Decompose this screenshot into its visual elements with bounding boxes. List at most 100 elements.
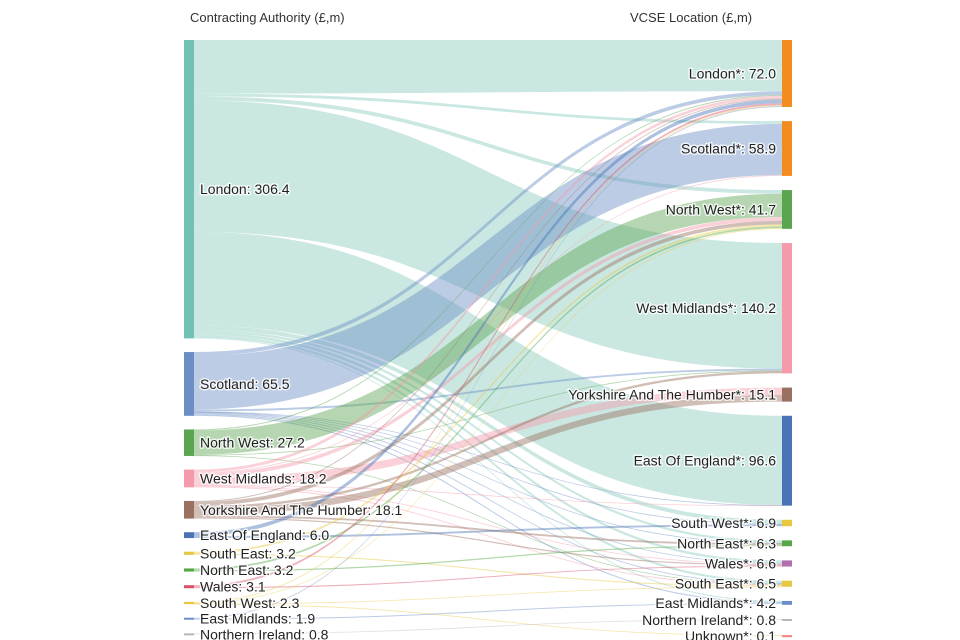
source-node-south_east [184,551,194,555]
link-scotland-to-wales [194,412,782,564]
link-london-to-scotland [194,93,782,124]
source-node-east_midlands [184,617,194,620]
target-node-wales [782,560,792,567]
target-node-south_west [782,519,792,527]
target-node-northern_ireland [782,618,792,621]
target-label-east_midlands: East Midlands*: 4.2 [655,595,776,611]
target-label-halo-south_west: South West*: 6.9 [671,515,776,531]
source-label-yorkshire: Yorkshire And The Humber: 18.1 [200,502,403,518]
source-label-north_west: North West: 27.2 [200,435,305,451]
link-london-to-west_midlands [194,100,782,369]
target-label-halo-north_west: North West*: 41.7 [666,201,776,217]
source-label-halo-northern_ireland: Northern Ireland: 0.8 [200,626,329,640]
target-label-halo-yorkshire: Yorkshire And The Humber*: 15.1 [568,387,776,403]
target-label-south_west: South West*: 6.9 [671,515,776,531]
link-yorkshire-to-north_west [194,220,782,506]
target-label-halo-east_midlands: East Midlands*: 4.2 [655,595,776,611]
target-label-unknown: Unknown*: 0.1 [685,628,776,640]
link-scotland-to-north_east [194,412,782,544]
target-label-north_west: North West*: 41.7 [666,201,776,217]
link-west_midlands-to-london [194,95,782,473]
link-yorkshire-to-west_midlands [194,370,782,509]
link-scotland-to-south_east [194,413,782,584]
target-label-east_of_england: East Of England*: 96.6 [634,453,777,469]
source-label-halo-scotland: Scotland: 65.5 [200,376,290,392]
target-label-halo-east_of_england: East Of England*: 96.6 [634,453,777,469]
source-node-yorkshire [184,500,194,519]
source-node-northern_ireland [184,633,194,636]
link-london-to-wales [194,332,782,563]
link-london-to-north_west [194,96,782,194]
link-north_west-to-south_east [194,455,782,585]
link-london-to-south_east [194,334,782,584]
link-london-to-east_of_england [194,231,782,506]
link-north_west-to-london [194,94,782,431]
source-label-halo-wales: Wales: 3.1 [200,579,266,595]
link-yorkshire-to-wales [194,517,782,566]
source-label-south_east: South East: 3.2 [200,545,296,561]
target-node-north_west [782,190,792,229]
target-label-scotland: Scotland*: 58.9 [681,141,776,157]
target-label-halo-wales: Wales*: 6.6 [705,555,776,571]
link-west_midlands-to-north_west [194,217,782,478]
link-west_midlands-to-wales [194,485,782,565]
link-scotland-to-east_of_england [194,411,782,506]
target-label-northern_ireland: Northern Ireland*: 0.8 [642,612,776,628]
source-node-east_of_england [184,532,194,539]
source-label-halo-yorkshire: Yorkshire And The Humber: 18.1 [200,502,403,518]
source-label-halo-south_east: South East: 3.2 [200,545,296,561]
target-node-north_east [782,540,792,547]
source-label-south_west: South West: 2.3 [200,595,300,611]
source-node-wales [184,585,194,589]
link-north_east-to-north_west [194,226,782,571]
source-label-east_midlands: East Midlands: 1.9 [200,611,315,627]
link-wales-to-wales [194,565,782,589]
link-south_west-to-south_east [194,586,782,605]
link-north_west-to-north_west [194,193,782,455]
source-label-west_midlands: West Midlands: 18.2 [200,470,327,486]
target-label-halo-south_east: South East*: 6.5 [675,576,776,592]
source-label-london: London: 306.4 [200,181,290,197]
target-label-west_midlands: West Midlands*: 140.2 [636,300,776,316]
source-node-west_midlands [184,469,194,488]
link-east_midlands-to-east_midlands [194,603,782,620]
target-node-unknown [782,635,792,638]
target-label-south_east: South East*: 6.5 [675,576,776,592]
source-label-halo-east_of_england: East Of England: 6.0 [200,527,329,543]
target-label-london: London*: 72.0 [689,65,776,81]
link-northern_ireland-to-northern_ireland [194,618,782,635]
link-north_west-to-west_midlands [194,370,782,456]
source-label-northern_ireland: Northern Ireland: 0.8 [200,626,329,640]
target-node-west_midlands [782,243,792,374]
source-label-halo-south_west: South West: 2.3 [200,595,300,611]
target-label-halo-west_midlands: West Midlands*: 140.2 [636,300,776,316]
source-node-north_west [184,429,194,456]
source-label-halo-east_midlands: East Midlands: 1.9 [200,611,315,627]
link-scotland-to-london [194,91,782,356]
target-label-halo-scotland: Scotland*: 58.9 [681,141,776,157]
target-label-yorkshire: Yorkshire And The Humber*: 15.1 [568,387,776,403]
target-node-london [782,40,792,107]
link-east_of_england-to-south_west [194,524,782,539]
source-label-halo-north_east: North East: 3.2 [200,562,294,578]
target-label-halo-london: London*: 72.0 [689,65,776,81]
target-label-halo-northern_ireland: Northern Ireland*: 0.8 [642,612,776,628]
source-node-south_west [184,601,194,605]
link-london-to-east_midlands [194,337,782,602]
link-yorkshire-to-london [194,98,782,502]
source-label-halo-west_midlands: West Midlands: 18.2 [200,470,327,486]
target-label-halo-north_east: North East*: 6.3 [677,535,776,551]
source-label-wales: Wales: 3.1 [200,579,266,595]
sankey-links [194,40,782,636]
link-south_east-to-north_west [194,224,782,554]
link-south_west-to-london [194,105,782,603]
link-london-to-south_west [194,325,782,524]
link-west_midlands-to-east_of_england [194,485,782,507]
link-london-to-north_east [194,329,782,543]
left-axis-header: Contracting Authority (£,m) [190,10,345,25]
link-south_west-to-north_west [194,228,782,604]
link-london-to-london [194,40,782,94]
source-label-halo-north_west: North West: 27.2 [200,435,305,451]
